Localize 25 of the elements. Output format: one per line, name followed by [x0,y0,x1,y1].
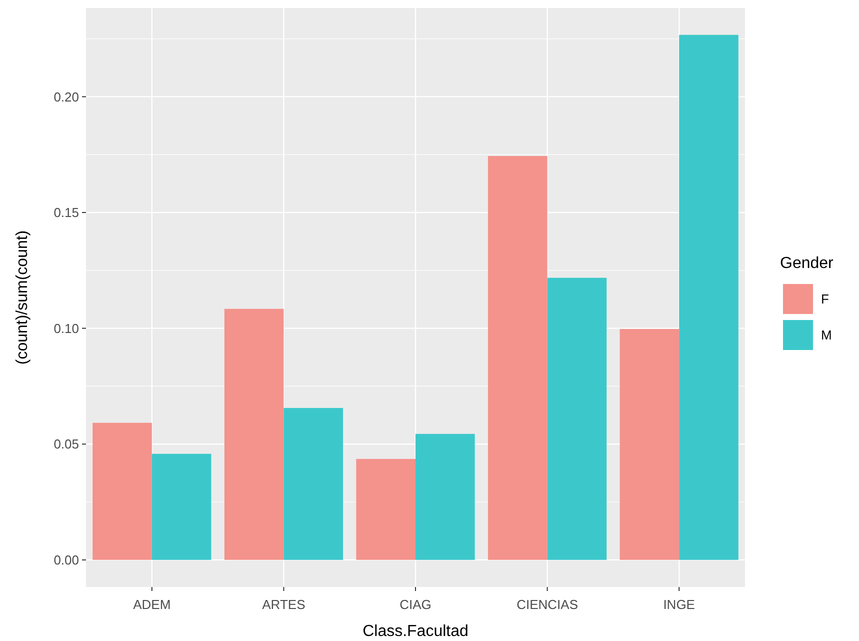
legend-label: M [821,328,832,343]
bar [488,156,548,560]
y-tick-label: 0.10 [54,320,79,336]
y-tick-label: 0.00 [54,552,79,568]
bar [620,329,680,560]
bar [224,308,284,560]
bar [284,408,344,560]
bar [92,422,152,560]
x-tick-label: ARTES [262,597,306,612]
x-tick-label: ADEM [133,597,171,612]
legend-label: F [821,292,829,307]
y-tick-label: 0.05 [54,436,79,452]
y-axis-title: (count)/sum(count) [14,230,31,365]
x-axis-title: Class.Facultad [362,623,468,640]
x-tick-label: CIAG [400,597,432,612]
bar [356,458,416,560]
legend-title: Gender [780,255,834,272]
bar [547,278,607,560]
y-tick-label: 0.20 [54,89,79,104]
y-tick-label: 0.15 [54,205,79,220]
bar [416,434,475,560]
bar [679,34,738,560]
x-tick-label: INGE [663,597,696,612]
bar [152,454,212,560]
x-tick-label: CIENCIAS [516,597,578,612]
